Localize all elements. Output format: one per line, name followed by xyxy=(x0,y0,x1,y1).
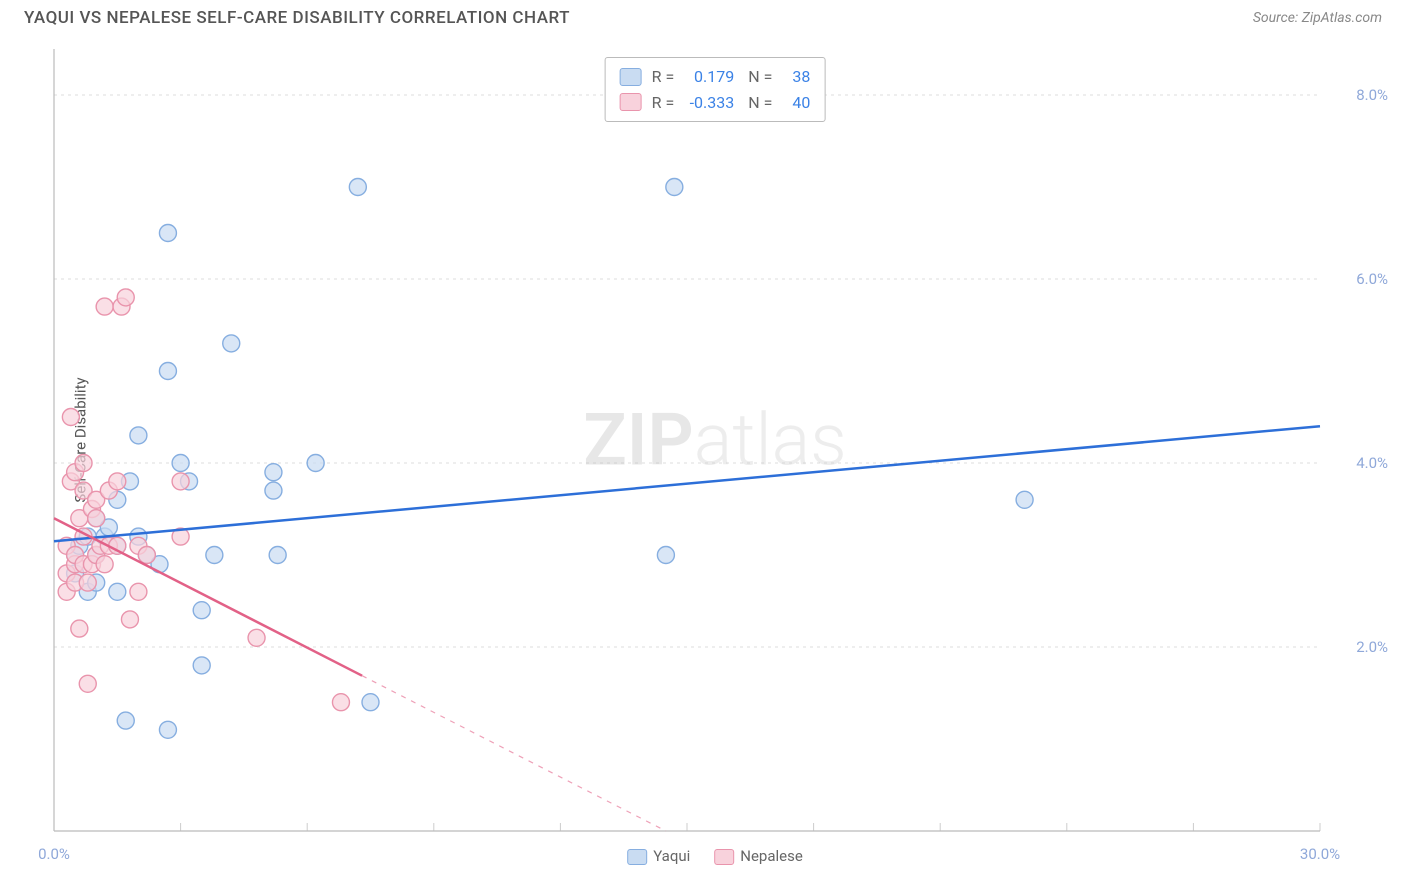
legend-n-label: N = xyxy=(744,90,772,116)
plot-area: Self-Care Disability ZIPatlas R =0.179 N… xyxy=(50,45,1380,835)
legend-label: Yaqui xyxy=(653,847,690,865)
legend-swatch xyxy=(620,68,642,86)
legend-r-value: 0.179 xyxy=(684,64,734,90)
x-tick-label: 30.0% xyxy=(1300,845,1340,863)
chart-source: Source: ZipAtlas.com xyxy=(1253,10,1382,26)
y-tick-label: 2.0% xyxy=(1356,638,1388,656)
y-tick-label: 8.0% xyxy=(1356,86,1388,104)
legend-swatch xyxy=(714,849,734,865)
legend-r-value: -0.333 xyxy=(684,90,734,116)
legend-swatch xyxy=(620,93,642,111)
scatter-plot-svg xyxy=(50,45,1380,835)
chart-container: YAQUI VS NEPALESE SELF-CARE DISABILITY C… xyxy=(0,0,1406,892)
legend-swatch xyxy=(627,849,647,865)
y-tick-label: 6.0% xyxy=(1356,270,1388,288)
legend-r-label: R = xyxy=(652,90,675,116)
chart-header: YAQUI VS NEPALESE SELF-CARE DISABILITY C… xyxy=(0,0,1406,32)
y-tick-label: 4.0% xyxy=(1356,454,1388,472)
legend-row: R = -0.333 N = 40 xyxy=(620,90,811,116)
chart-title: YAQUI VS NEPALESE SELF-CARE DISABILITY C… xyxy=(24,8,570,28)
correlation-legend: R = 0.179 N = 38 R = -0.333 N = 40 xyxy=(605,57,826,122)
legend-n-label: N = xyxy=(744,64,772,90)
legend-label: Nepalese xyxy=(740,847,803,865)
legend-n-value: 40 xyxy=(782,90,810,116)
legend-row: R = 0.179 N = 38 xyxy=(620,64,811,90)
series-legend: Yaqui Nepalese xyxy=(627,847,803,865)
legend-item: Yaqui xyxy=(627,847,690,865)
legend-r-label: R = xyxy=(652,64,675,90)
legend-item: Nepalese xyxy=(714,847,803,865)
legend-n-value: 38 xyxy=(782,64,810,90)
x-tick-label: 0.0% xyxy=(38,845,70,863)
